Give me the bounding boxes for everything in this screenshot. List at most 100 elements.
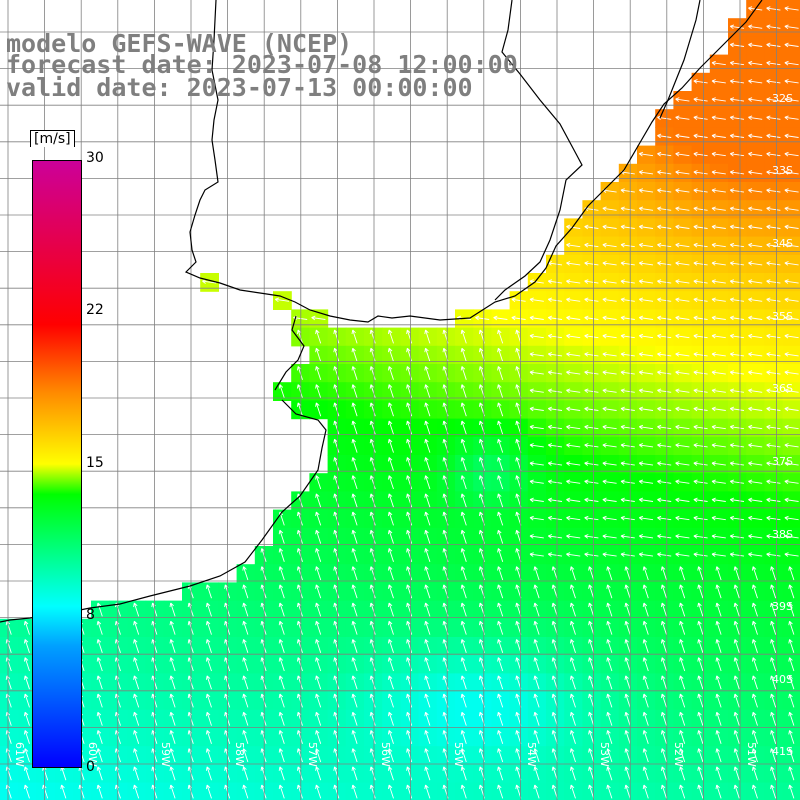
wind-arrow xyxy=(387,693,394,708)
wind-arrow xyxy=(784,424,799,430)
wind-arrow xyxy=(369,730,376,744)
wind-arrow xyxy=(657,188,672,193)
wind-arrow xyxy=(278,384,285,399)
wind-arrow xyxy=(748,242,763,248)
wind-arrow xyxy=(497,748,504,763)
wind-arrow xyxy=(333,584,340,599)
wind-arrow xyxy=(369,457,376,471)
wind-arrow xyxy=(547,370,563,375)
wind-arrow xyxy=(460,620,467,635)
wind-arrow xyxy=(606,784,613,799)
wind-arrow xyxy=(711,79,726,84)
wind-arrow xyxy=(675,515,690,521)
wind-arrow xyxy=(715,784,722,799)
wind-arrow xyxy=(770,639,777,653)
wind-arrow xyxy=(333,347,340,362)
wind-arrow xyxy=(584,534,599,539)
wind-arrow xyxy=(715,639,722,653)
wind-arrow xyxy=(547,333,563,339)
wind-arrow xyxy=(387,730,394,744)
wind-arrow xyxy=(424,566,431,581)
wind-arrow xyxy=(369,329,376,344)
wind-arrow xyxy=(642,639,649,653)
wind-arrow xyxy=(205,693,212,708)
wind-arrow xyxy=(638,206,654,212)
wind-arrow xyxy=(369,639,376,653)
wind-arrow xyxy=(679,639,686,653)
wind-arrow xyxy=(657,352,672,357)
wind-arrow xyxy=(424,784,431,799)
wind-arrow xyxy=(369,657,376,672)
wind-arrow xyxy=(751,602,758,617)
wind-arrow xyxy=(642,784,649,799)
wind-arrow xyxy=(693,206,708,212)
wind-arrow xyxy=(602,388,617,394)
wind-arrow xyxy=(766,297,781,303)
wind-arrow xyxy=(424,584,431,599)
wind-arrow xyxy=(729,552,745,557)
wind-arrow xyxy=(460,457,467,471)
wind-arrow xyxy=(460,548,467,562)
wind-arrow xyxy=(551,693,558,708)
wind-arrow xyxy=(693,515,708,521)
wind-arrow xyxy=(23,639,30,653)
wind-arrow xyxy=(242,584,249,599)
wind-arrow xyxy=(387,366,394,380)
wind-arrow xyxy=(584,279,599,284)
wind-arrow xyxy=(584,297,599,303)
wind-arrow xyxy=(711,406,726,412)
coastline-uruguay-argentina xyxy=(184,0,763,323)
wind-arrow xyxy=(169,620,176,635)
wind-arrow xyxy=(278,548,285,562)
wind-arrow xyxy=(748,424,763,430)
wind-arrow xyxy=(333,748,340,763)
wind-arrow xyxy=(533,748,540,763)
wind-arrow xyxy=(729,406,745,412)
wind-arrow xyxy=(96,657,103,672)
wind-arrow xyxy=(460,329,467,344)
wind-arrow xyxy=(693,552,708,557)
wind-arrow xyxy=(278,584,285,599)
wind-arrow xyxy=(460,730,467,744)
wind-arrow xyxy=(205,584,212,599)
wind-arrow xyxy=(23,784,30,799)
wind-arrow xyxy=(497,693,504,708)
wind-arrow xyxy=(679,693,686,708)
wind-arrow xyxy=(657,370,672,375)
wind-arrow xyxy=(551,675,558,690)
wind-arrow xyxy=(497,329,504,344)
wind-arrow xyxy=(697,620,704,635)
wind-arrow xyxy=(569,766,576,781)
wind-arrow xyxy=(369,511,376,526)
wind-arrow xyxy=(748,170,763,175)
wind-arrow xyxy=(333,420,340,435)
wind-arrow xyxy=(96,602,103,617)
wind-arrow xyxy=(638,552,654,557)
wind-arrow xyxy=(497,584,504,599)
wind-arrow xyxy=(751,711,758,726)
wind-arrow xyxy=(638,242,654,248)
wind-arrow xyxy=(711,461,726,466)
wind-arrow xyxy=(715,566,722,581)
wind-arrow xyxy=(624,766,631,781)
wind-arrow xyxy=(638,534,654,539)
wind-arrow xyxy=(766,79,781,84)
wind-arrow xyxy=(460,657,467,672)
wind-arrow xyxy=(242,675,249,690)
lat-label: 35S xyxy=(772,310,793,323)
colorbar-tick-0: 0 xyxy=(86,759,95,775)
wind-arrow xyxy=(588,784,595,799)
wind-arrow xyxy=(675,188,690,193)
wind-arrow xyxy=(205,675,212,690)
wind-arrow xyxy=(620,261,635,266)
wind-arrow xyxy=(584,406,599,412)
wind-cell xyxy=(782,655,800,674)
wind-arrow xyxy=(23,657,30,672)
wind-arrow xyxy=(533,584,540,599)
wind-arrow xyxy=(766,224,781,230)
wind-arrow xyxy=(693,261,708,266)
wind-arrow xyxy=(369,602,376,617)
wind-arrow xyxy=(497,548,504,562)
wind-arrow xyxy=(711,443,726,448)
colorbar-tick-22: 22 xyxy=(86,302,104,318)
